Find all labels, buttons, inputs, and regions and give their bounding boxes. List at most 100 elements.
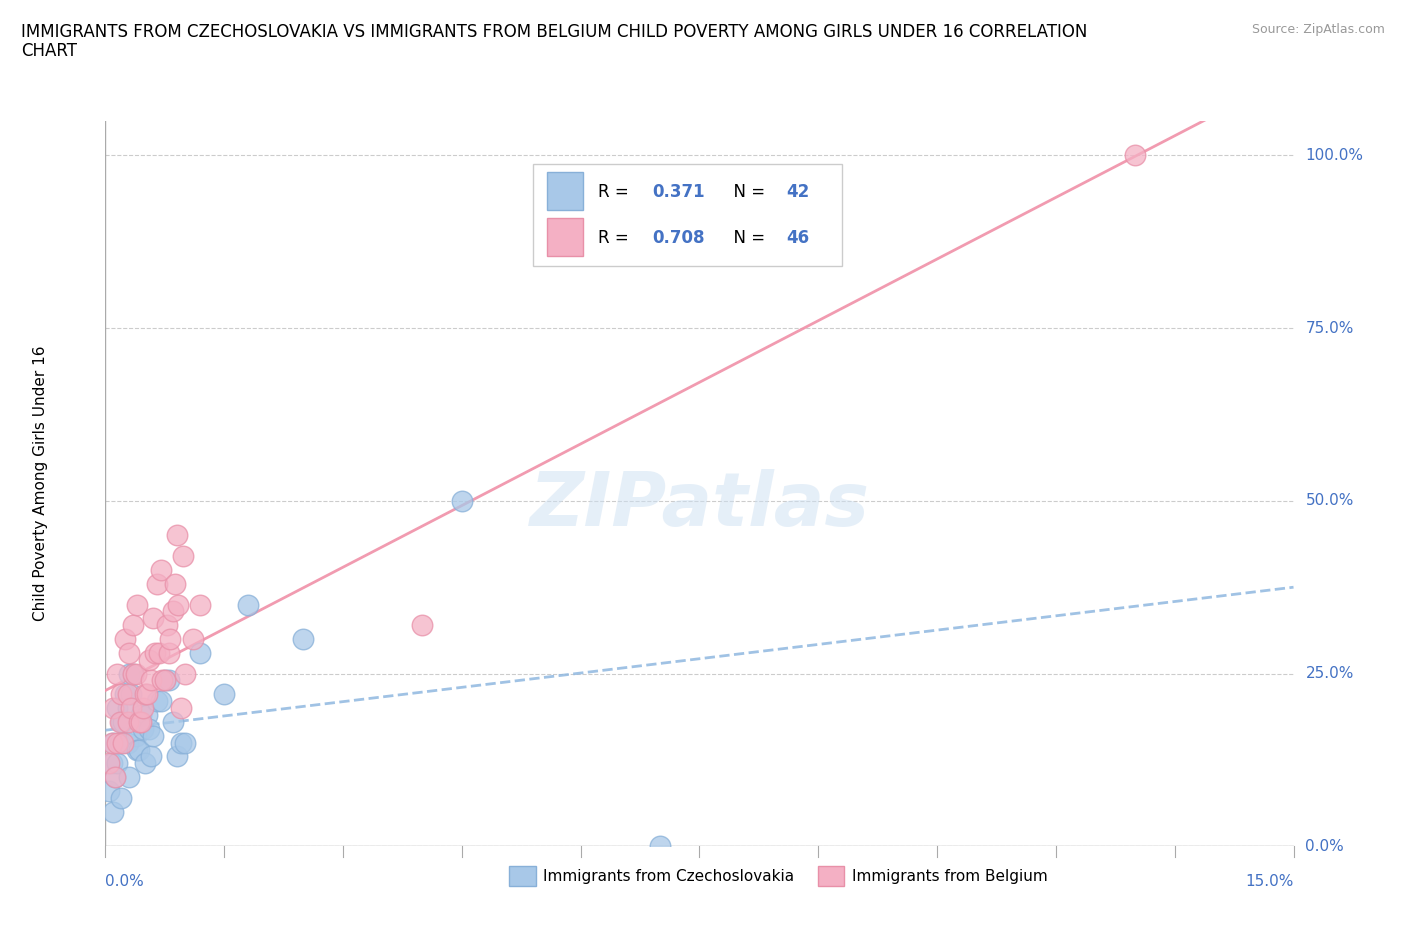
Point bbox=[142, 728, 165, 743]
Point bbox=[108, 736, 131, 751]
Point bbox=[166, 528, 188, 543]
Point bbox=[128, 742, 150, 757]
Point bbox=[124, 728, 146, 743]
Point bbox=[118, 770, 141, 785]
Point bbox=[292, 631, 315, 646]
Point bbox=[157, 645, 180, 660]
Point bbox=[132, 722, 155, 737]
Point bbox=[110, 687, 132, 702]
Point bbox=[122, 618, 145, 632]
Point bbox=[411, 618, 433, 632]
Text: ZIPatlas: ZIPatlas bbox=[530, 469, 869, 542]
Text: CHART: CHART bbox=[21, 42, 77, 60]
Point bbox=[120, 687, 142, 702]
Text: Source: ZipAtlas.com: Source: ZipAtlas.com bbox=[1251, 23, 1385, 36]
Point bbox=[134, 687, 156, 702]
Point bbox=[236, 597, 259, 612]
Point bbox=[142, 611, 165, 626]
Point bbox=[167, 597, 190, 612]
Point bbox=[124, 666, 146, 681]
Text: IMMIGRANTS FROM CZECHOSLOVAKIA VS IMMIGRANTS FROM BELGIUM CHILD POVERTY AMONG GI: IMMIGRANTS FROM CZECHOSLOVAKIA VS IMMIGR… bbox=[21, 23, 1087, 41]
Point bbox=[128, 714, 150, 729]
Point bbox=[111, 714, 134, 729]
Point bbox=[104, 770, 127, 785]
Point bbox=[181, 631, 204, 646]
Point bbox=[134, 756, 156, 771]
Point bbox=[117, 714, 139, 729]
Point bbox=[129, 708, 152, 723]
Point bbox=[138, 722, 160, 737]
Point bbox=[157, 673, 180, 688]
Text: 0.0%: 0.0% bbox=[105, 874, 145, 889]
Point bbox=[148, 645, 170, 660]
Point bbox=[138, 652, 160, 667]
Text: R =: R = bbox=[599, 229, 634, 246]
Point bbox=[122, 666, 145, 681]
Text: 25.0%: 25.0% bbox=[1305, 666, 1354, 681]
Point bbox=[153, 673, 176, 688]
Point bbox=[135, 708, 157, 723]
Text: 0.371: 0.371 bbox=[652, 183, 704, 201]
Point bbox=[149, 563, 172, 578]
Point bbox=[111, 736, 134, 751]
Point bbox=[103, 736, 125, 751]
Point bbox=[110, 790, 132, 805]
Point bbox=[214, 687, 236, 702]
Point bbox=[162, 604, 184, 618]
FancyBboxPatch shape bbox=[533, 165, 842, 266]
Point bbox=[103, 804, 125, 819]
Text: N =: N = bbox=[723, 183, 770, 201]
Text: 15.0%: 15.0% bbox=[1246, 874, 1294, 889]
Point bbox=[118, 666, 141, 681]
Point bbox=[127, 597, 149, 612]
Point bbox=[114, 631, 136, 646]
Point bbox=[104, 770, 127, 785]
Point bbox=[152, 673, 174, 688]
Text: Child Poverty Among Girls Under 16: Child Poverty Among Girls Under 16 bbox=[32, 346, 48, 621]
Point bbox=[1123, 148, 1146, 163]
Point bbox=[156, 618, 179, 632]
Point bbox=[146, 694, 169, 709]
Point bbox=[648, 839, 671, 854]
Point bbox=[170, 700, 193, 715]
Point bbox=[143, 645, 166, 660]
Point bbox=[105, 666, 128, 681]
Point bbox=[172, 549, 194, 564]
Point bbox=[114, 687, 136, 702]
Text: 0.0%: 0.0% bbox=[1305, 839, 1344, 854]
Text: Immigrants from Belgium: Immigrants from Belgium bbox=[852, 869, 1047, 883]
Point bbox=[117, 736, 139, 751]
Point bbox=[120, 700, 142, 715]
Point bbox=[98, 784, 121, 799]
Point bbox=[146, 577, 169, 591]
Point bbox=[141, 749, 163, 764]
Point bbox=[170, 736, 193, 751]
Point bbox=[132, 700, 155, 715]
Point bbox=[149, 694, 172, 709]
Point bbox=[450, 494, 472, 509]
Point bbox=[162, 714, 184, 729]
Text: N =: N = bbox=[723, 229, 770, 246]
Point bbox=[101, 756, 124, 771]
Text: 46: 46 bbox=[786, 229, 810, 246]
Point bbox=[117, 687, 139, 702]
Point bbox=[165, 577, 187, 591]
FancyBboxPatch shape bbox=[818, 866, 845, 886]
Text: 100.0%: 100.0% bbox=[1305, 148, 1364, 163]
FancyBboxPatch shape bbox=[547, 172, 583, 210]
Point bbox=[117, 700, 139, 715]
Text: 42: 42 bbox=[786, 183, 810, 201]
Point bbox=[153, 673, 176, 688]
Point bbox=[141, 673, 163, 688]
FancyBboxPatch shape bbox=[509, 866, 536, 886]
Point bbox=[105, 756, 128, 771]
Point bbox=[101, 736, 124, 751]
Point bbox=[166, 749, 188, 764]
Point bbox=[173, 736, 195, 751]
Point bbox=[105, 736, 128, 751]
Point bbox=[110, 714, 132, 729]
Point bbox=[135, 687, 157, 702]
Point bbox=[105, 700, 128, 715]
Text: Immigrants from Czechoslovakia: Immigrants from Czechoslovakia bbox=[543, 869, 794, 883]
Text: R =: R = bbox=[599, 183, 634, 201]
